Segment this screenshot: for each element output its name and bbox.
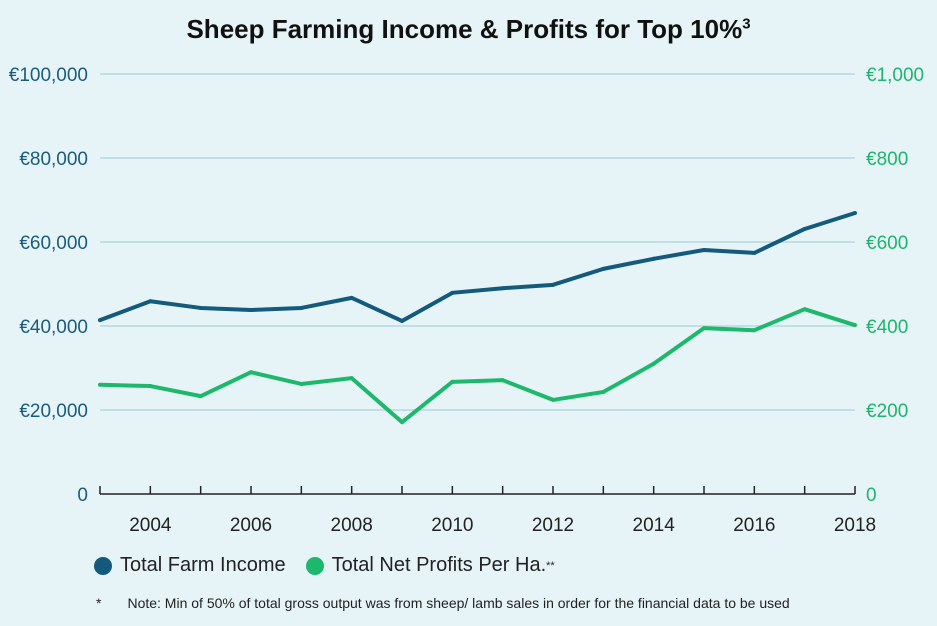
legend-superscript: ** <box>546 559 555 572</box>
y-right-tick-label: 0 <box>866 485 877 506</box>
y-left-tick-label: €80,000 <box>19 149 88 170</box>
data-point-income <box>802 226 807 231</box>
x-tick-label: 2018 <box>834 515 876 536</box>
data-point-income <box>601 266 606 271</box>
data-point-income <box>400 318 404 323</box>
data-point-profits <box>853 323 857 328</box>
footnote-marker: * <box>96 595 102 611</box>
data-point-income <box>651 256 656 261</box>
y-right-tick-label: €1,000 <box>866 65 924 86</box>
y-right-tick-label: €200 <box>866 401 908 422</box>
x-tick-label: 2008 <box>331 515 373 536</box>
x-tick-label: 2010 <box>431 515 473 536</box>
data-point-income <box>702 247 706 252</box>
data-point-income <box>249 308 253 313</box>
footnote: * Note: Min of 50% of total gross output … <box>96 595 790 611</box>
series-line-income <box>99 211 856 323</box>
data-point-income <box>551 282 555 287</box>
chart-title: Sheep Farming Income & Profits for Top 1… <box>186 14 751 44</box>
data-point-income <box>752 250 757 255</box>
data-point-income <box>98 318 102 323</box>
data-point-profits <box>702 326 706 331</box>
y-left-tick-label: €40,000 <box>19 317 88 338</box>
x-tick-label: 2006 <box>230 515 272 536</box>
data-point-income <box>148 299 153 304</box>
x-tick-label: 2016 <box>733 515 775 536</box>
data-point-income <box>349 295 354 300</box>
y-left-tick-label: €20,000 <box>19 401 88 422</box>
data-point-income <box>500 286 505 291</box>
y-right-tick-label: €400 <box>866 317 908 338</box>
y-right-tick-label: €600 <box>866 233 908 254</box>
data-point-income <box>450 290 455 295</box>
data-point-income <box>198 305 203 310</box>
y-left-tick-label: 0 <box>77 485 88 506</box>
footnote-text: Note: Min of 50% of total gross output w… <box>127 595 790 611</box>
data-point-profits <box>601 389 606 394</box>
data-point-profits <box>299 381 304 386</box>
data-point-profits <box>198 394 203 399</box>
x-tick-label: 2012 <box>532 515 574 536</box>
legend-marker-income <box>94 556 112 575</box>
legend-label-income: Total Farm Income <box>120 554 286 576</box>
data-point-income <box>853 211 857 216</box>
legend: Total Farm Income Total Net Profits Per … <box>94 554 575 577</box>
data-point-profits <box>651 361 656 366</box>
x-tick-label: 2004 <box>129 515 172 536</box>
data-point-profits <box>349 376 354 381</box>
legend-label-profits: Total Net Profits Per Ha. <box>331 554 547 576</box>
legend-marker-profits <box>305 556 324 575</box>
data-point-profits <box>400 420 404 425</box>
data-point-profits <box>551 397 555 402</box>
data-point-profits <box>249 370 253 375</box>
data-point-profits <box>450 379 455 384</box>
y-left-tick-label: €60,000 <box>19 233 88 254</box>
legend-item-profits: Total Net Profits Per Ha. ** <box>305 554 555 577</box>
data-point-profits <box>752 328 757 333</box>
y-left-tick-label: €100,000 <box>9 65 88 86</box>
data-point-income <box>299 305 304 310</box>
data-point-profits <box>98 382 102 387</box>
legend-item-income: Total Farm Income <box>94 554 286 577</box>
x-tick-label: 2014 <box>633 515 676 536</box>
data-point-profits <box>802 307 807 312</box>
y-right-tick-label: €800 <box>866 149 908 170</box>
data-point-profits <box>148 384 153 389</box>
series-line-profits <box>99 307 856 425</box>
data-point-profits <box>500 378 505 383</box>
